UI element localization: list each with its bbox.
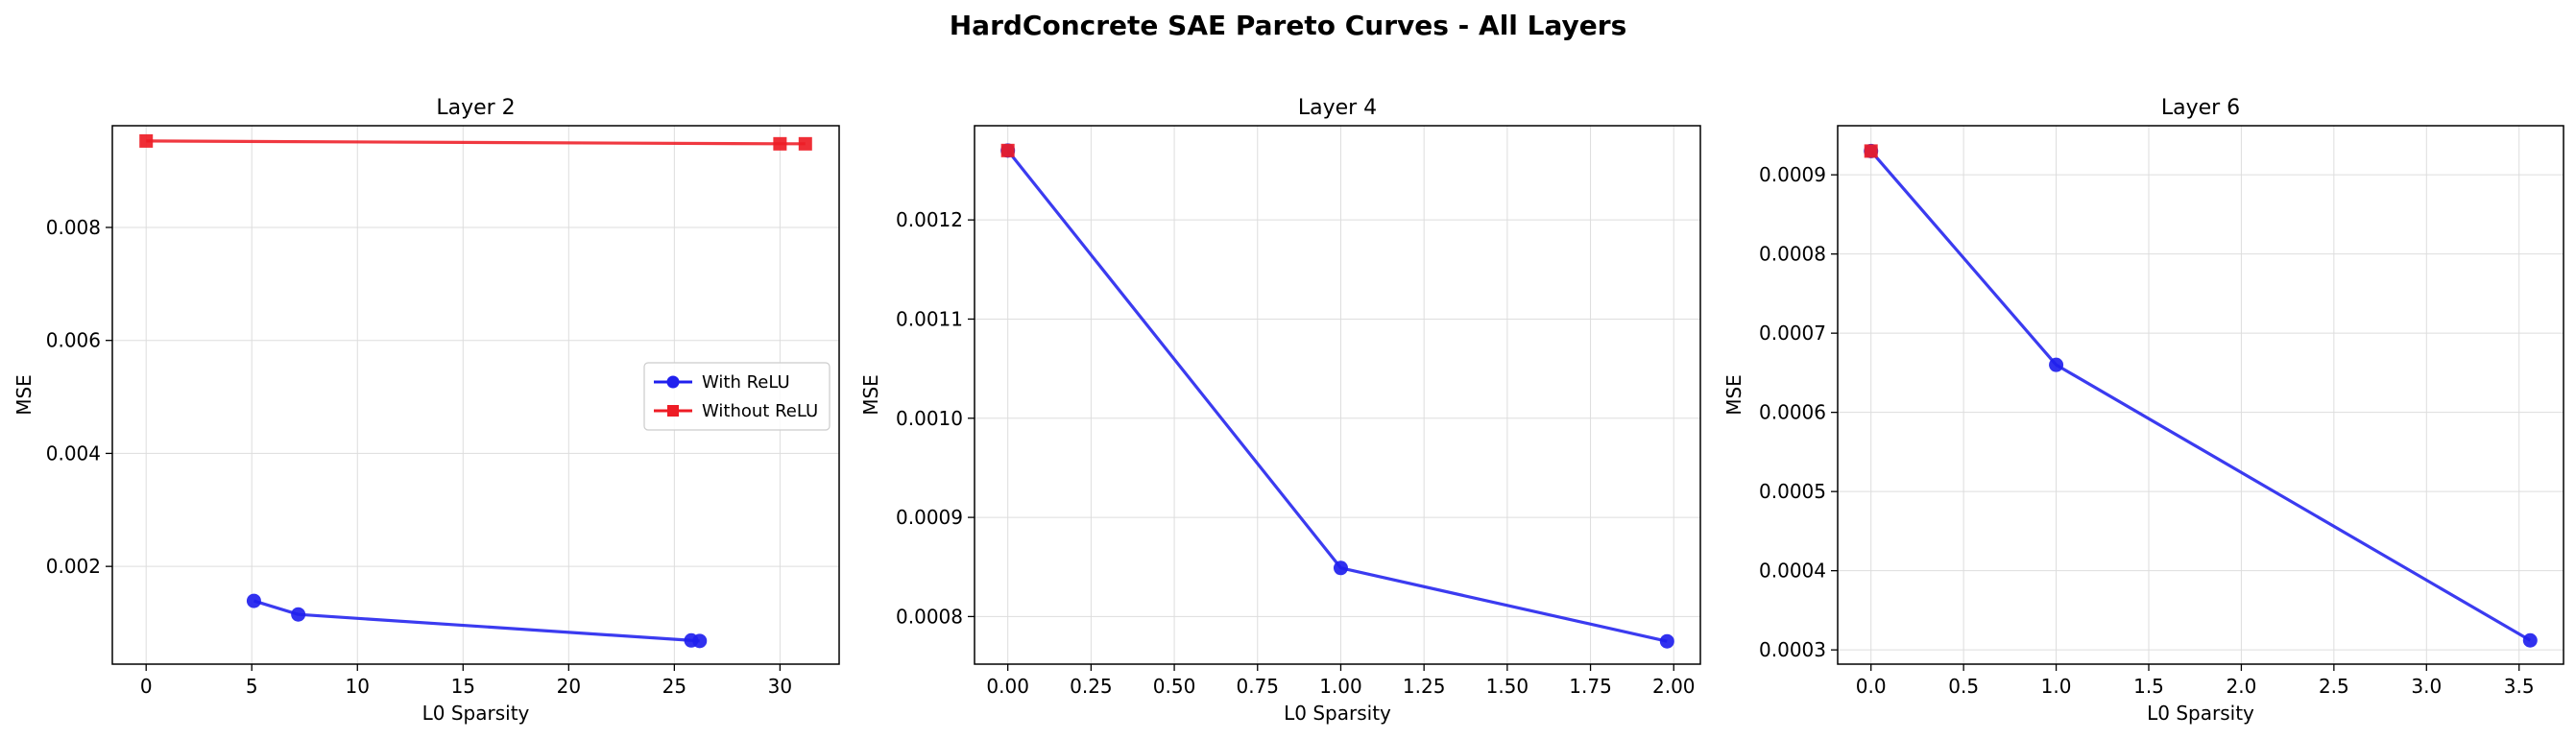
panel-1-y-axis-label: MSE <box>12 374 36 416</box>
panel-2-x-tick-label: 0.75 <box>1237 675 1280 698</box>
panel-3-y-tick-label: 0.0003 <box>1759 638 1826 661</box>
panel-2-y-tick-label: 0.0011 <box>896 307 963 330</box>
panel-3-with-relu-point <box>2049 357 2064 372</box>
panel-2-y-tick-label: 0.0012 <box>896 208 963 231</box>
panel-1-x-tick-label: 30 <box>768 675 792 698</box>
panel-2-x-tick-label: 0.25 <box>1070 675 1113 698</box>
panel-2-without-relu-point <box>1000 143 1015 157</box>
panel-2-with-relu-point <box>1659 633 1674 649</box>
panel-3-x-axis-label: L0 Sparsity <box>2147 702 2254 725</box>
panel-2-with-relu-point <box>1333 560 1348 576</box>
panel-2-x-tick-label: 2.00 <box>1652 675 1696 698</box>
panel-1-without-relu-line <box>146 139 806 146</box>
panel-1-x-tick-label: 15 <box>451 675 475 698</box>
panel-2-x-axis-label: L0 Sparsity <box>1284 702 1391 725</box>
panel-2-x-tick-label: 1.75 <box>1569 675 1612 698</box>
panel-3-x-tick-label: 1.0 <box>2041 675 2072 698</box>
legend-without-relu-label: Without ReLU <box>702 401 818 421</box>
figure-title: HardConcrete SAE Pareto Curves - All Lay… <box>949 10 1627 41</box>
panel-2-x-tick-label: 0.00 <box>986 675 1029 698</box>
panel-1-y-tick-label: 0.002 <box>46 555 101 578</box>
panel-3-x-tick-label: 0.0 <box>1856 675 1887 698</box>
panel-1-with-relu-point <box>291 607 306 622</box>
panel-3-y-axis-label: MSE <box>1722 374 1745 416</box>
panel-1-legend-box <box>643 362 831 431</box>
panel-3-y-tick-label: 0.0008 <box>1759 243 1826 266</box>
panel-1-y-tick-label: 0.008 <box>46 216 101 239</box>
panel-1-without-relu-point <box>139 133 154 148</box>
panel-1-x-tick-label: 0 <box>140 675 153 698</box>
panel-3-y-tick-label: 0.0009 <box>1759 163 1826 186</box>
panel-3-y-tick-label: 0.0004 <box>1759 560 1826 583</box>
panel-3-axes-frame <box>1837 125 2564 665</box>
panel-2-x-tick-label: 0.50 <box>1153 675 1196 698</box>
legend-without-relu-marker <box>667 405 679 417</box>
panel-1-with-relu-line <box>253 599 700 643</box>
panel-3-title: Layer 6 <box>2161 96 2240 120</box>
panel-3-y-tick-label: 0.0005 <box>1759 480 1826 503</box>
panel-1-y-tick-label: 0.004 <box>46 441 101 465</box>
panel-3-x-tick-label: 3.0 <box>2411 675 2442 698</box>
panel-3-with-relu-point <box>2522 632 2538 648</box>
panel-3-x-tick-label: 2.5 <box>2319 675 2349 698</box>
panel-3-x-tick-label: 0.5 <box>1948 675 1979 698</box>
panel-1-x-tick-label: 10 <box>346 675 370 698</box>
panel-2-title: Layer 4 <box>1298 96 1377 120</box>
panel-1-x-tick-label: 20 <box>557 675 581 698</box>
panel-1-title: Layer 2 <box>436 96 515 120</box>
panel-2-y-tick-label: 0.0010 <box>896 407 963 430</box>
panel-1-x-tick-label: 25 <box>662 675 686 698</box>
panel-2-axes-frame <box>974 125 1701 665</box>
panel-1-with-relu-point <box>246 593 261 608</box>
legend-with-relu-label: With ReLU <box>702 372 790 393</box>
panel-3-x-tick-label: 1.5 <box>2133 675 2164 698</box>
panel-1-with-relu-point <box>692 633 708 649</box>
panel-3-y-tick-label: 0.0007 <box>1759 322 1826 345</box>
panel-1-x-axis-label: L0 Sparsity <box>422 702 530 725</box>
panel-3-y-tick-label: 0.0006 <box>1759 401 1826 424</box>
panel-2-x-tick-label: 1.25 <box>1403 675 1446 698</box>
panel-2-y-axis-label: MSE <box>859 374 882 416</box>
panel-2-y-tick-label: 0.0008 <box>896 605 963 628</box>
panel-2-x-tick-label: 1.50 <box>1486 675 1529 698</box>
panel-1-y-tick-label: 0.006 <box>46 329 101 352</box>
panel-2-y-tick-label: 0.0009 <box>896 506 963 529</box>
panel-2-x-tick-label: 1.00 <box>1319 675 1362 698</box>
panel-1-axes-frame <box>111 125 840 665</box>
panel-1-without-relu-point <box>773 136 787 151</box>
panel-3-x-tick-label: 2.0 <box>2227 675 2257 698</box>
panel-1-without-relu-point <box>798 136 812 151</box>
panel-1-x-tick-label: 5 <box>246 675 258 698</box>
panel-3-without-relu-point <box>1864 144 1878 158</box>
panel-3-x-tick-label: 3.5 <box>2504 675 2535 698</box>
panel-3-with-relu-line <box>1869 150 2532 642</box>
legend-with-relu-marker <box>666 375 680 389</box>
